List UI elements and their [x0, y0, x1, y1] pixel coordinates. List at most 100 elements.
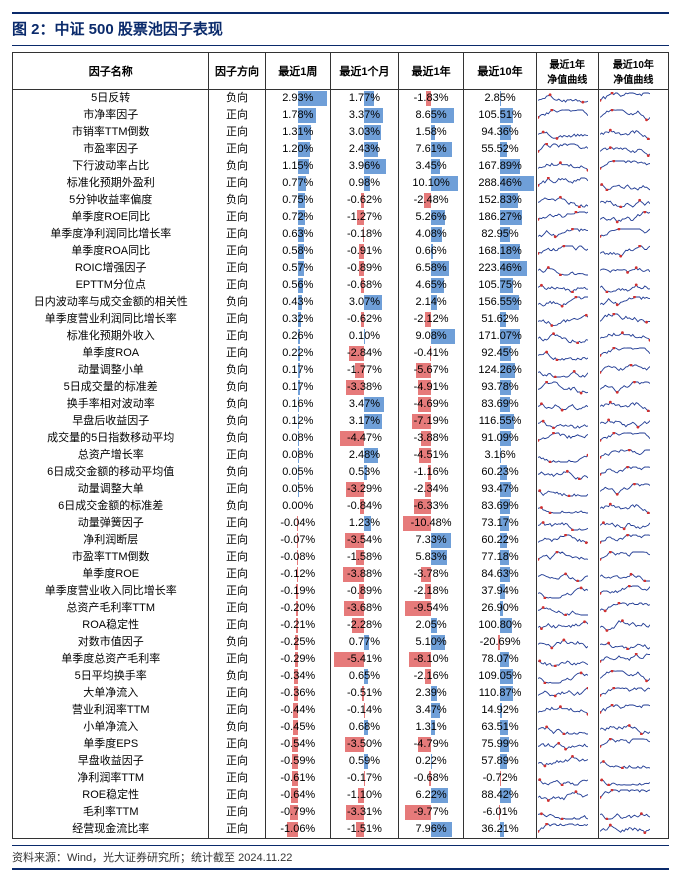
value-cell: 0.72%: [265, 209, 330, 226]
value-cell: -0.91%: [331, 243, 399, 260]
table-row: 小单净流入负向-0.45%0.68%1.31%63.51%: [13, 719, 669, 736]
sparkline-10y: [598, 566, 668, 583]
factor-direction: 正向: [209, 345, 265, 362]
value-cell: 3.07%: [331, 294, 399, 311]
table-row: 净利润率TTM正向-0.61%-0.17%-0.68%-0.72%: [13, 770, 669, 787]
sparkline-1y: [536, 141, 598, 158]
value-cell: 4.08%: [398, 226, 463, 243]
factor-name: 单季度ROE同比: [13, 209, 209, 226]
factor-direction: 负向: [209, 158, 265, 175]
table-row: 5日平均换手率负向-0.34%0.65%-2.16%109.05%: [13, 668, 669, 685]
sparkline-10y: [598, 651, 668, 668]
value-cell: -0.21%: [265, 617, 330, 634]
factor-direction: 负向: [209, 430, 265, 447]
factor-direction: 正向: [209, 277, 265, 294]
table-row: 单季度ROA同比正向0.58%-0.91%0.66%168.18%: [13, 243, 669, 260]
factor-direction: 正向: [209, 447, 265, 464]
factor-direction: 正向: [209, 753, 265, 770]
value-cell: 105.75%: [464, 277, 536, 294]
value-cell: 82.95%: [464, 226, 536, 243]
table-row: 单季度总资产毛利率正向-0.29%-5.41%-8.10%78.07%: [13, 651, 669, 668]
value-cell: 124.26%: [464, 362, 536, 379]
factor-direction: 负向: [209, 413, 265, 430]
table-row: 单季度ROA正向0.22%-2.84%-0.41%92.45%: [13, 345, 669, 362]
value-cell: -4.91%: [398, 379, 463, 396]
factor-direction: 负向: [209, 719, 265, 736]
value-cell: -0.68%: [398, 770, 463, 787]
value-cell: 116.55%: [464, 413, 536, 430]
sparkline-10y: [598, 379, 668, 396]
sparkline-10y: [598, 209, 668, 226]
factor-name: EPTTM分位点: [13, 277, 209, 294]
sparkline-10y: [598, 175, 668, 192]
sparkline-1y: [536, 396, 598, 413]
factor-name: 总资产毛利率TTM: [13, 600, 209, 617]
sparkline-1y: [536, 617, 598, 634]
table-row: 营业利润率TTM正向-0.44%-0.14%3.47%14.92%: [13, 702, 669, 719]
factor-name: ROIC增强因子: [13, 260, 209, 277]
sparkline-1y: [536, 328, 598, 345]
sparkline-1y: [536, 532, 598, 549]
sparkline-10y: [598, 464, 668, 481]
value-cell: -20.69%: [464, 634, 536, 651]
sparkline-10y: [598, 821, 668, 839]
factor-direction: 负向: [209, 294, 265, 311]
col-m1: 最近1个月: [331, 53, 399, 90]
value-cell: 0.43%: [265, 294, 330, 311]
value-cell: -1.10%: [331, 787, 399, 804]
table-row: 市盈率TTM倒数正向-0.08%-1.58%5.83%77.18%: [13, 549, 669, 566]
value-cell: -0.84%: [331, 498, 399, 515]
factor-direction: 负向: [209, 379, 265, 396]
sparkline-10y: [598, 226, 668, 243]
col-y1: 最近1年: [398, 53, 463, 90]
sparkline-1y: [536, 668, 598, 685]
value-cell: -0.59%: [265, 753, 330, 770]
factor-direction: 负向: [209, 90, 265, 108]
factor-name: 换手率相对波动率: [13, 396, 209, 413]
factor-direction: 正向: [209, 260, 265, 277]
factor-direction: 正向: [209, 617, 265, 634]
value-cell: 91.09%: [464, 430, 536, 447]
value-cell: 60.23%: [464, 464, 536, 481]
factor-name: 5日平均换手率: [13, 668, 209, 685]
value-cell: -2.34%: [398, 481, 463, 498]
sparkline-10y: [598, 107, 668, 124]
sparkline-10y: [598, 668, 668, 685]
table-row: 大单净流入正向-0.36%-0.51%2.39%110.87%: [13, 685, 669, 702]
factor-name: 动量调整小单: [13, 362, 209, 379]
factor-name: 市净率因子: [13, 107, 209, 124]
sparkline-10y: [598, 719, 668, 736]
value-cell: 100.80%: [464, 617, 536, 634]
col-y10: 最近10年: [464, 53, 536, 90]
factor-direction: 正向: [209, 685, 265, 702]
factor-direction: 正向: [209, 141, 265, 158]
value-cell: 5.26%: [398, 209, 463, 226]
value-cell: 3.16%: [464, 447, 536, 464]
factor-direction: 正向: [209, 549, 265, 566]
value-cell: 110.87%: [464, 685, 536, 702]
value-cell: -5.67%: [398, 362, 463, 379]
factor-name: 下行波动率占比: [13, 158, 209, 175]
table-row: 对数市值因子负向-0.25%0.77%5.10%-20.69%: [13, 634, 669, 651]
value-cell: 2.05%: [398, 617, 463, 634]
value-cell: 0.22%: [265, 345, 330, 362]
table-row: 6日成交金额的移动平均值负向0.05%0.53%-1.16%60.23%: [13, 464, 669, 481]
table-row: 市销率TTM倒数正向1.31%3.03%1.58%94.36%: [13, 124, 669, 141]
table-row: 市净率因子正向1.78%3.37%8.65%105.51%: [13, 107, 669, 124]
value-cell: 2.93%: [265, 90, 330, 108]
value-cell: -1.77%: [331, 362, 399, 379]
table-row: 单季度EPS正向-0.54%-3.50%-4.79%75.99%: [13, 736, 669, 753]
value-cell: -1.83%: [398, 90, 463, 108]
sparkline-1y: [536, 243, 598, 260]
table-row: ROE稳定性正向-0.64%-1.10%6.22%88.42%: [13, 787, 669, 804]
sparkline-1y: [536, 685, 598, 702]
sparkline-10y: [598, 685, 668, 702]
sparkline-10y: [598, 804, 668, 821]
sparkline-10y: [598, 600, 668, 617]
value-cell: 0.68%: [331, 719, 399, 736]
value-cell: 55.52%: [464, 141, 536, 158]
value-cell: 36.21%: [464, 821, 536, 839]
factor-direction: 负向: [209, 634, 265, 651]
factor-name: 动量弹簧因子: [13, 515, 209, 532]
sparkline-10y: [598, 141, 668, 158]
